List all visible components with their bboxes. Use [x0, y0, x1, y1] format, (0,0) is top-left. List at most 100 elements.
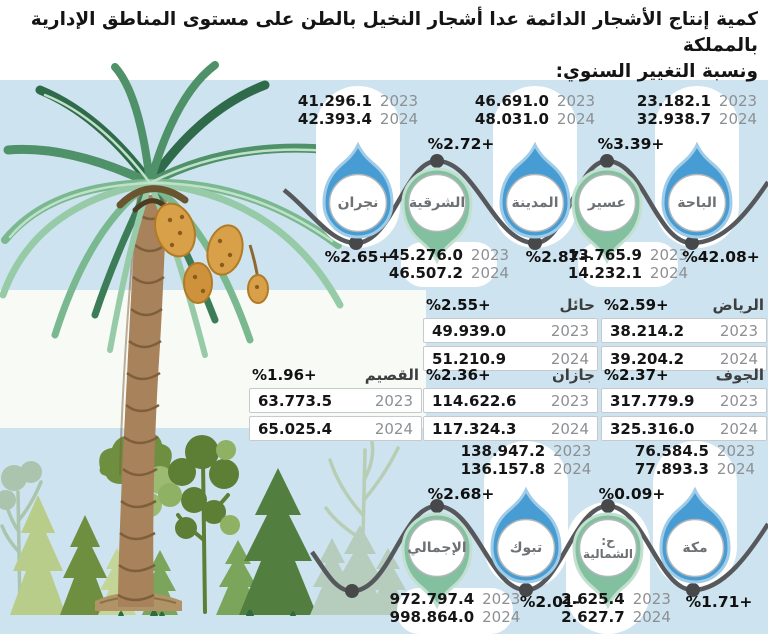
year-label: 2023 [632, 590, 671, 608]
year-label: 2024 [482, 608, 521, 626]
change-percent: %2.68+ [427, 485, 495, 503]
value-2024: 136.157.8 [460, 460, 546, 478]
year-label: 2024 [379, 110, 419, 128]
table-riyadh: الرياض %2.59+ 38.214.2 2023 39.204.2 2024 [601, 294, 767, 371]
region-name: جازان [551, 365, 595, 384]
table-row: 317.779.9 2023 [601, 388, 767, 413]
change-percent: %2.55+ [426, 295, 491, 314]
value-2024: 46.507.2 [388, 264, 463, 282]
year-label: 2024 [632, 608, 671, 626]
value-2024: 39.204.2 [610, 349, 685, 368]
values: 46.691.0 2023 48.031.0 2024 [460, 93, 610, 128]
change-percent: %2.59+ [604, 295, 669, 314]
value-2024: 2.627.7 [561, 608, 625, 626]
value-2023: 114.622.6 [432, 391, 517, 410]
table-row: 117.324.3 2024 [423, 416, 598, 441]
table-row: 49.939.0 2023 [423, 318, 598, 343]
values: 23.182.1 2023 32.938.7 2024 [622, 93, 768, 128]
region-name: الرياض [712, 295, 764, 314]
region-name: المدينة [511, 194, 559, 211]
table-hail: حائل %2.55+ 49.939.0 2023 51.210.9 2024 [423, 294, 598, 371]
year-label: 2023 [553, 442, 592, 460]
year-label: 2023 [719, 321, 758, 340]
year-label: 2023 [649, 246, 689, 264]
change-percent: %2.65+ [324, 248, 392, 266]
change-percent: %2.72+ [427, 135, 495, 153]
change-percent: %42.08+ [682, 248, 760, 266]
value-2024: 48.031.0 [474, 110, 549, 128]
change-percent: %1.71+ [685, 593, 753, 611]
value-2023: 2.625.4 [561, 590, 625, 608]
region-name: القصيم [364, 365, 419, 384]
table-qassim: القصيم %1.96+ 63.773.5 2023 65.025.4 2024 [249, 364, 422, 441]
value-box [397, 588, 513, 634]
year-label: 2024 [719, 349, 758, 368]
year-label: 2024 [553, 460, 592, 478]
year-label: 2024 [649, 264, 689, 282]
change-percent: %2.36+ [426, 365, 491, 384]
value-2023: 41.296.1 [297, 92, 372, 110]
value-2023: 46.691.0 [474, 92, 549, 110]
region-name: الإجمالي [407, 539, 467, 556]
year-label: 2023 [719, 391, 758, 410]
table-jazan: جازان %2.36+ 114.622.6 2023 117.324.3 2024 [423, 364, 598, 441]
values: 13.765.9 2023 14.232.1 2024 [553, 247, 703, 282]
region-name: الباحة [677, 194, 717, 211]
change-percent: %3.39+ [597, 135, 665, 153]
year-label: 2023 [716, 442, 756, 460]
value-2024: 325.316.0 [610, 419, 695, 438]
year-label: 2024 [374, 419, 413, 438]
region-name: مكة [682, 539, 708, 556]
region-bubble-albaha: 23.182.1 2023 32.938.7 2024 الباحة %42.08+ [637, 85, 760, 290]
values: 972.797.4 2023 998.864.0 2024 [380, 591, 530, 626]
year-label: 2023 [379, 92, 419, 110]
value-2023: 45.276.0 [388, 246, 463, 264]
value-box [401, 242, 497, 287]
table-row: 51.210.9 2024 [423, 346, 598, 371]
values: 76.584.5 2023 77.893.3 2024 [620, 443, 768, 478]
table-row: 325.316.0 2024 [601, 416, 767, 441]
page-title: كمية إنتاج الأشجار الدائمة عدا أشجار الن… [10, 7, 758, 85]
year-label: 2023 [374, 391, 413, 410]
value-2024: 42.393.4 [297, 110, 372, 128]
table-row: 114.622.6 2023 [423, 388, 598, 413]
title-line2: ونسبة التغيير السنوي: [555, 61, 758, 82]
table-aljouf: الجوف %2.37+ 317.779.9 2023 325.316.0 2024 [601, 364, 767, 441]
region-name: ح: الشمالية [582, 534, 634, 561]
region-name: تبوك [509, 539, 543, 556]
change-percent: %1.96+ [252, 365, 317, 384]
year-label: 2024 [718, 110, 758, 128]
year-label: 2023 [718, 92, 758, 110]
year-label: 2023 [470, 246, 510, 264]
year-label: 2023 [550, 321, 589, 340]
region-name: الجوف [715, 365, 764, 384]
value-2024: 998.864.0 [389, 608, 475, 626]
values: 2.625.4 2023 2.627.7 2024 [541, 591, 691, 626]
value-2024: 51.210.9 [432, 349, 507, 368]
value-2023: 49.939.0 [432, 321, 507, 340]
change-percent: %0.09+ [598, 485, 666, 503]
value-2023: 76.584.5 [634, 442, 709, 460]
year-label: 2024 [556, 110, 596, 128]
values: 45.276.0 2023 46.507.2 2024 [374, 247, 524, 282]
year-label: 2024 [719, 419, 758, 438]
year-label: 2023 [482, 590, 521, 608]
region-name: عسير [587, 194, 627, 211]
value-2023: 13.765.9 [567, 246, 642, 264]
value-2024: 65.025.4 [258, 419, 333, 438]
year-label: 2023 [550, 391, 589, 410]
year-label: 2024 [470, 264, 510, 282]
table-row: 63.773.5 2023 [249, 388, 422, 413]
value-2023: 972.797.4 [389, 590, 475, 608]
palm-tree-illustration [0, 61, 344, 611]
table-row: 38.214.2 2023 [601, 318, 767, 343]
value-2023: 63.773.5 [258, 391, 333, 410]
value-2024: 117.324.3 [432, 419, 517, 438]
value-2023: 38.214.2 [610, 321, 685, 340]
value-2023: 317.779.9 [610, 391, 695, 410]
value-2024: 77.893.3 [634, 460, 709, 478]
value-2023: 138.947.2 [460, 442, 546, 460]
region-bubble-makkah: 76.584.5 2023 77.893.3 2024 مكة %1.71+ [635, 433, 755, 634]
region-name: حائل [559, 295, 595, 314]
